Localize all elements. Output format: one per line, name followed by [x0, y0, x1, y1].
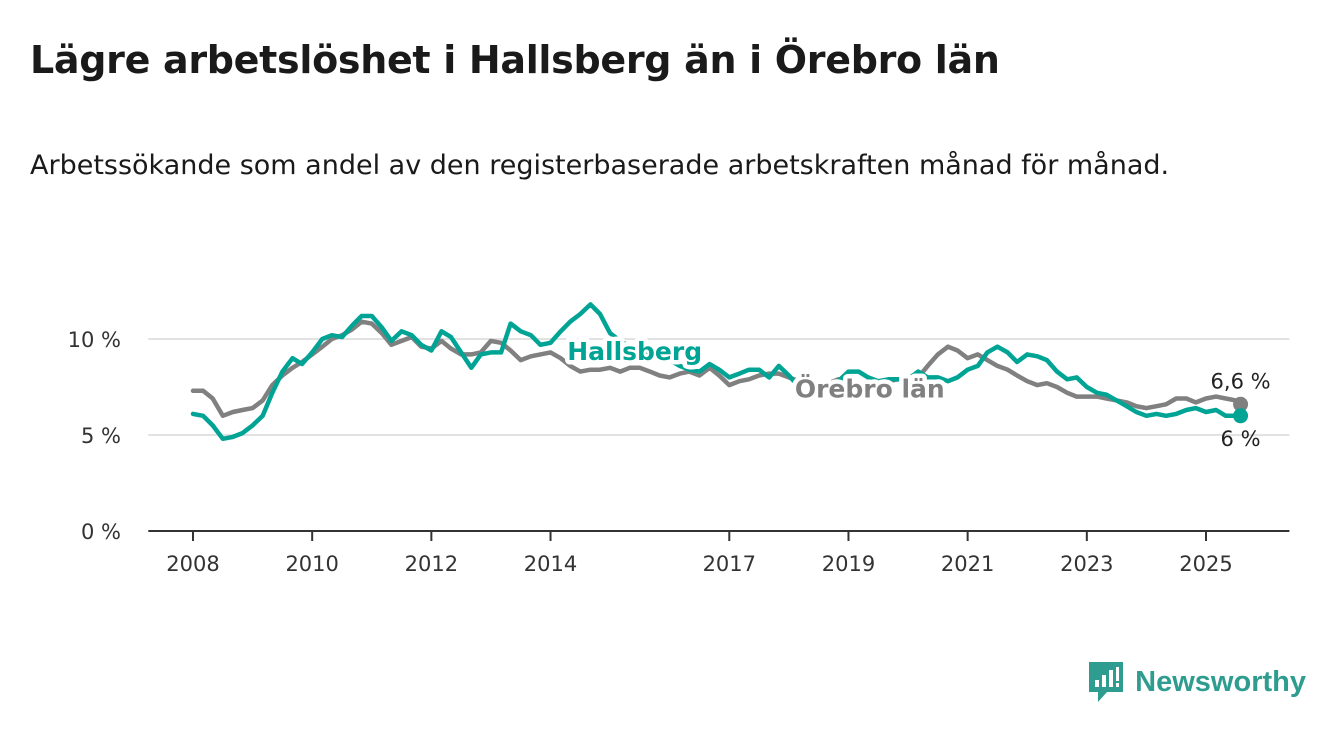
newsworthy-logo-icon: [1089, 662, 1124, 702]
end-value-label: 6 %: [1221, 427, 1261, 451]
x-tick-label: 2021: [941, 552, 994, 576]
series-lines: [190, 302, 1249, 442]
x-tick-label: 2023: [1060, 552, 1113, 576]
y-tick-label: 5 %: [81, 424, 121, 448]
end-point-marker: [1233, 408, 1249, 424]
gridlines: [148, 338, 1290, 532]
series-name-label: Hallsberg: [567, 337, 702, 366]
series-line-hallsberg: [190, 302, 1243, 442]
brand-logo: Newsworthy: [1087, 660, 1306, 704]
chart-subtitle: Arbetssökande som andel av den registerb…: [30, 150, 1170, 181]
x-tick-label: 2017: [703, 552, 756, 576]
y-axis-ticks: 0 % 5 % 10 %: [68, 328, 121, 544]
series-name-label-halo: Hallsberg: [567, 337, 702, 366]
y-tick-label: 0 %: [81, 520, 121, 544]
end-point-marker: [1233, 396, 1249, 412]
end-value-label: 6,6 %: [1211, 369, 1271, 393]
x-tick-label: 2012: [405, 552, 458, 576]
x-tick-label: 2010: [285, 552, 338, 576]
series-name-label-halo: Örebro län: [795, 374, 945, 404]
series-name-label: Örebro län: [795, 374, 945, 404]
brand-name: Newsworthy: [1135, 665, 1306, 698]
x-tick-label: 2019: [822, 552, 875, 576]
x-tick-label: 2014: [524, 552, 577, 576]
x-tick-label: 2008: [166, 552, 219, 576]
x-axis-ticks: 2008 2010 2012 2014 2017 2019 2021 2023 2025: [166, 531, 1233, 576]
chart-title: Lägre arbetslöshet i Hallsberg än i Öreb…: [30, 38, 1000, 82]
x-tick-label: 2025: [1179, 552, 1232, 576]
series-line--rebro-l-n: [190, 319, 1243, 419]
y-tick-label: 10 %: [68, 328, 121, 352]
